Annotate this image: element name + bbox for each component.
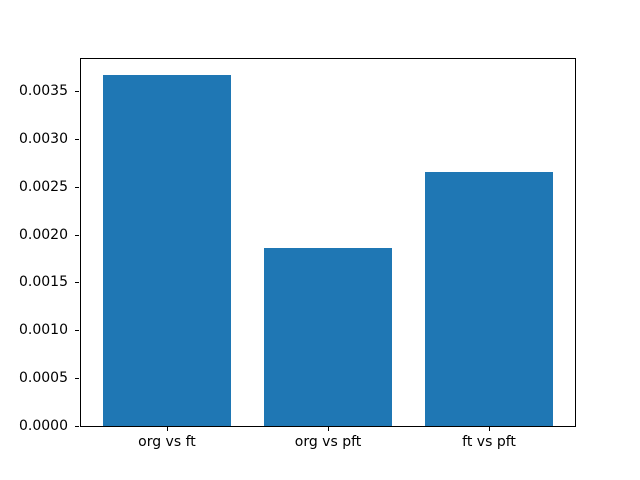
y-tick-label: 0.0015 — [19, 274, 68, 291]
x-tick-label: org vs ft — [138, 434, 196, 450]
x-tick-mark — [328, 427, 329, 431]
y-tick-mark — [75, 426, 79, 427]
bar-org-vs-pft — [263, 247, 393, 426]
y-tick-label: 0.0010 — [19, 322, 68, 339]
x-tick-mark — [489, 427, 491, 431]
x-tick-mark — [166, 427, 168, 431]
y-tick-label: 0.0035 — [19, 82, 68, 99]
y-tick-mark — [75, 138, 79, 140]
x-tick-label: org vs pft — [294, 434, 362, 450]
y-tick-label: 0.0005 — [19, 370, 68, 387]
y-tick-label: 0.0000 — [19, 418, 68, 434]
y-tick-mark — [75, 378, 79, 380]
bar-org-vs-ft — [102, 74, 232, 426]
y-tick-label: 0.0020 — [19, 226, 68, 243]
y-tick-label: 0.0030 — [19, 130, 68, 147]
y-tick-mark — [75, 234, 79, 236]
y-tick-mark — [75, 186, 79, 188]
x-tick-label: ft vs pft — [462, 434, 516, 450]
y-tick-mark — [75, 330, 79, 332]
y-tick-mark — [75, 90, 79, 92]
y-tick-label: 0.0025 — [19, 178, 68, 195]
y-tick-mark — [75, 282, 79, 284]
plot-area — [80, 58, 576, 427]
bar-ft-vs-pft — [424, 172, 554, 426]
